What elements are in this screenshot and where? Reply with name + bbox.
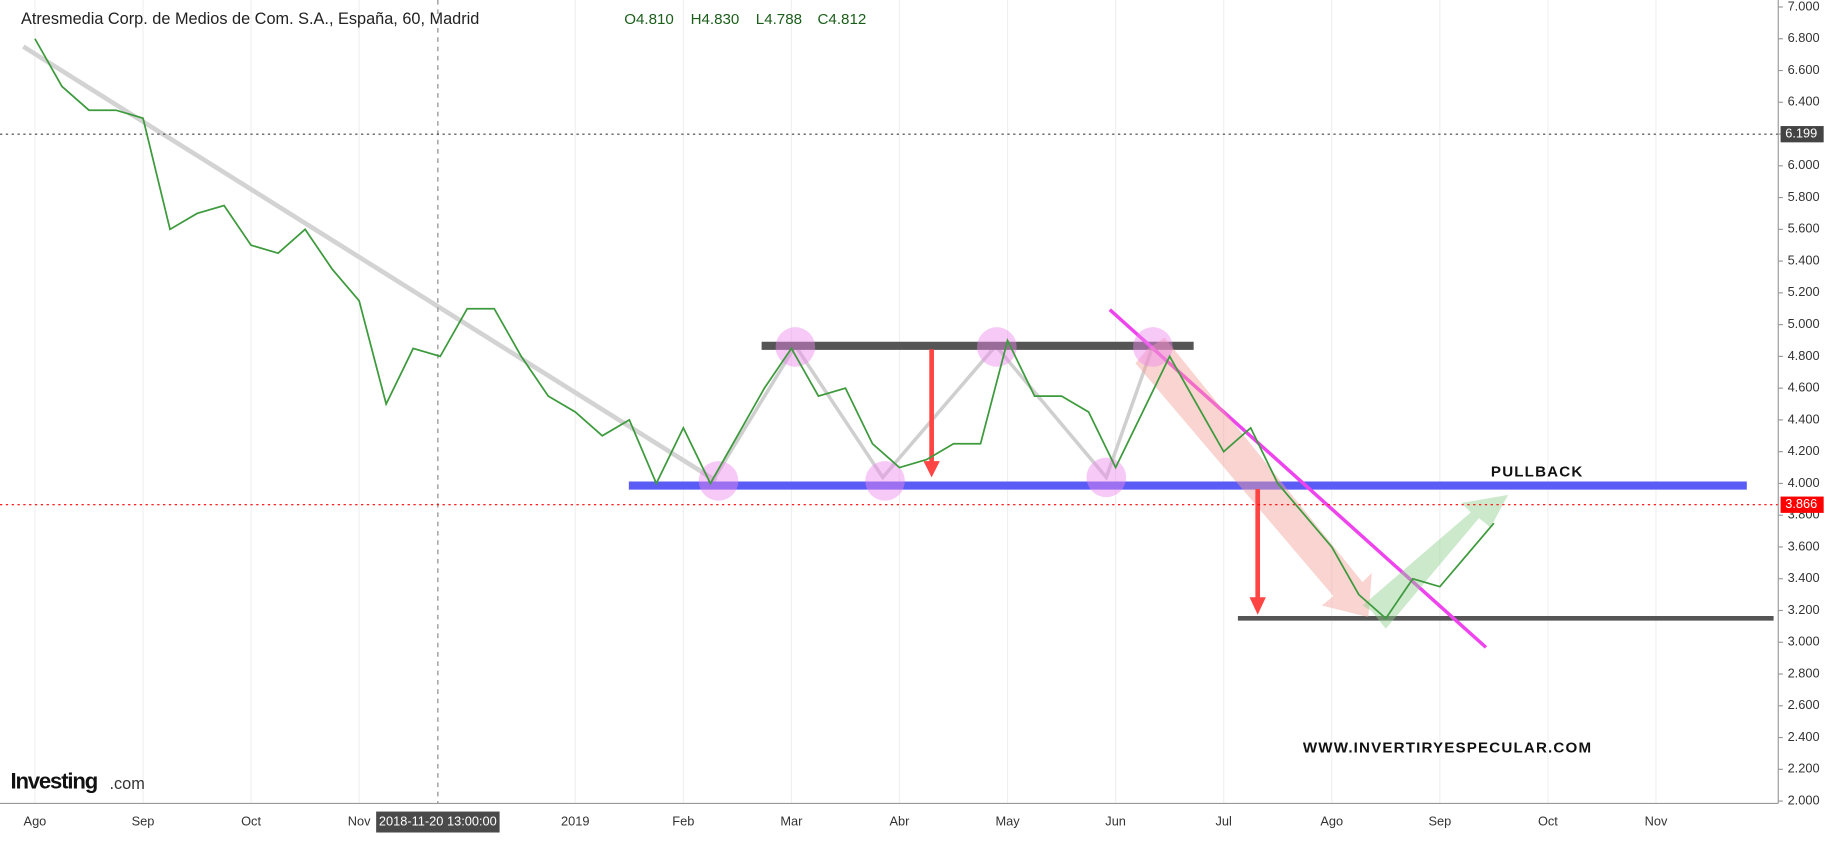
marker [1133, 327, 1173, 367]
high: H4.830 [691, 11, 740, 28]
watermark: WWW.INVERTIRYESPECULAR.COM [1303, 740, 1592, 757]
y-tick-label: 4.600 [1788, 380, 1820, 395]
x-tick-label: Oct [241, 813, 261, 828]
y-tick-label: 2.200 [1788, 761, 1820, 776]
y-tick-label: 2.800 [1788, 665, 1820, 680]
x-tick-label: Mar [780, 813, 803, 828]
down-arrow [1135, 337, 1372, 618]
price-label: 3.866 [1785, 496, 1817, 511]
y-tick-label: 7.000 [1788, 0, 1820, 13]
price-label: 6.199 [1785, 126, 1817, 141]
y-tick-label: 3.600 [1788, 538, 1820, 553]
y-tick-label: 6.400 [1788, 94, 1820, 109]
y-tick-label: 3.000 [1788, 634, 1820, 649]
y-tick-label: 2.600 [1788, 697, 1820, 712]
marker [865, 461, 905, 501]
up-arrow [1362, 494, 1509, 629]
y-tick-label: 2.000 [1788, 792, 1820, 807]
zigzag [711, 342, 1155, 482]
x-tick-label: Ago [1320, 813, 1343, 828]
marker [775, 327, 816, 367]
close: C4.812 [818, 11, 867, 28]
y-tick-label: 3.200 [1788, 602, 1820, 617]
x-tick-label: Sep [1428, 813, 1451, 828]
y-tick-label: 4.200 [1788, 443, 1820, 458]
logo: Investing [10, 768, 97, 793]
price-label-box [1780, 496, 1824, 513]
x-tick-label: 2019 [561, 813, 589, 828]
y-tick-label: 5.000 [1788, 316, 1820, 331]
x-tick-label: Sep [132, 813, 155, 828]
open: O4.810 [624, 11, 674, 28]
y-tick-label: 4.400 [1788, 411, 1820, 426]
x-tick-label: Jun [1105, 813, 1126, 828]
x-tick-label: Oct [1538, 813, 1558, 828]
annotation: PULLBACK [1491, 464, 1584, 481]
y-tick-label: 5.600 [1788, 221, 1820, 236]
y-tick-label: 5.800 [1788, 189, 1820, 204]
marker [698, 461, 739, 501]
y-axis-panel [1778, 0, 1826, 804]
axes: 2.000 2.200 2.400 2.600 2.800 3.000 3.200 3.400… [24, 0, 1824, 828]
plot [0, 38, 1779, 620]
x-tick-label: Nov [1645, 813, 1668, 828]
x-tick-label: Nov [348, 813, 371, 828]
x-tick-label: Abr [890, 813, 911, 828]
y-tick-label: 6.800 [1788, 30, 1820, 45]
measure-arrow-head [1249, 597, 1266, 615]
measure-arrow-head [923, 461, 940, 478]
x-tick-label: Ago [24, 813, 47, 828]
crosshair-label-box [376, 811, 500, 833]
y-tick-label: 3.400 [1788, 570, 1820, 585]
marker [1086, 457, 1127, 498]
y-tick-label: 2.400 [1788, 729, 1820, 744]
downtrend-line [1108, 308, 1488, 649]
y-tick-label: 6.600 [1788, 62, 1820, 77]
y-tick-label: 5.200 [1788, 284, 1820, 299]
y-tick-label: 5.400 [1788, 252, 1820, 267]
y-tick-label: 6.000 [1788, 157, 1820, 172]
price-label-box [1780, 126, 1824, 143]
x-tick-label: May [995, 813, 1020, 828]
x-tick-label: Feb [672, 813, 694, 828]
y-tick-label: 4.800 [1788, 348, 1820, 363]
chart-title: Atresmedia Corp. de Medios de Com. S.A.,… [21, 10, 479, 28]
drawings [22, 0, 1774, 804]
price-line-series [34, 38, 1495, 620]
crosshair-x-label: 2018-11-20 13:00:00 [379, 813, 497, 828]
low: L4.788 [756, 11, 802, 28]
y-tick-label: 4.000 [1788, 475, 1820, 490]
x-tick-label: Jul [1216, 813, 1232, 828]
marker [977, 327, 1017, 367]
trend-line [22, 44, 718, 483]
logo-suffix: .com [109, 775, 144, 793]
